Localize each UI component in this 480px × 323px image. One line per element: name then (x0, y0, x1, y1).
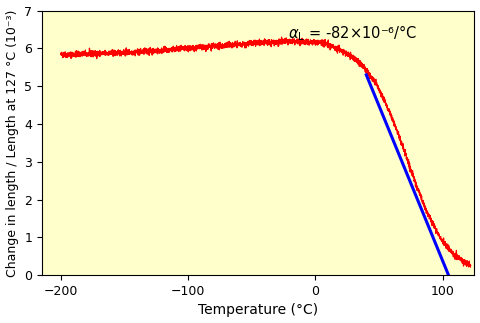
X-axis label: Temperature (°C): Temperature (°C) (198, 303, 318, 318)
Text: $\alpha_\mathrm{L}$ = -82×10⁻⁶/°C: $\alpha_\mathrm{L}$ = -82×10⁻⁶/°C (288, 24, 418, 44)
Y-axis label: Change in length / Length at 127 °C (10⁻³): Change in length / Length at 127 °C (10⁻… (6, 9, 19, 276)
